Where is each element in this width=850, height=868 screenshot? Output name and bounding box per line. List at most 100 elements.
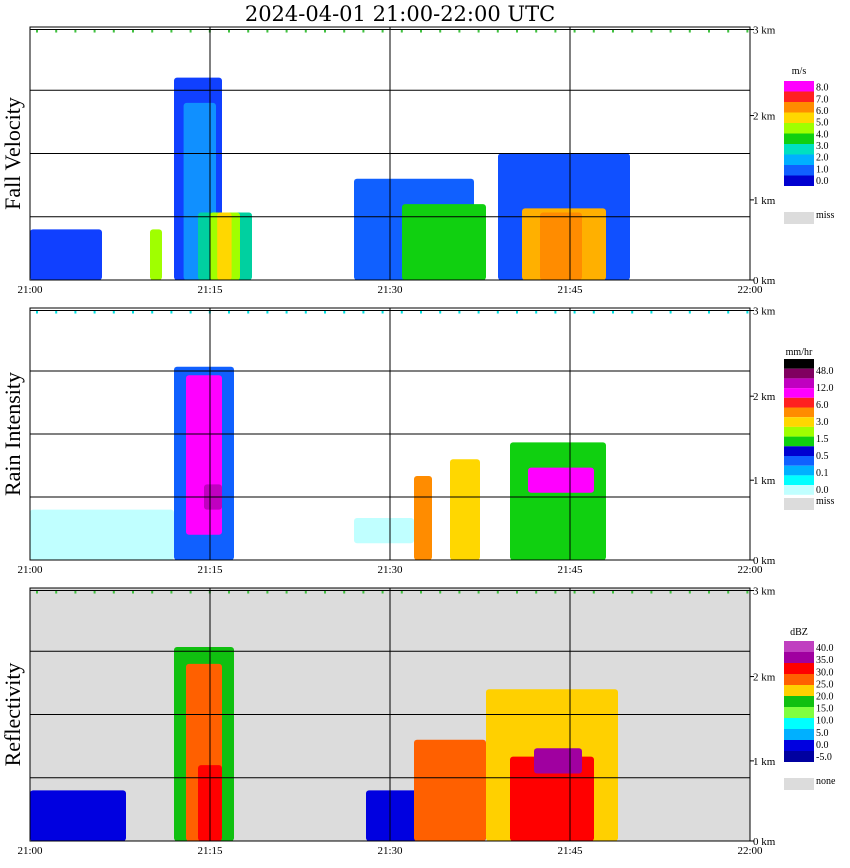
legend-label: 35.0 [816,655,834,666]
echo-region [30,790,126,841]
top-layer-mark [36,310,38,314]
legend-label: 0.0 [816,176,829,187]
top-layer-mark [36,590,38,594]
legend-swatch [784,359,814,369]
panel-fall-velocity: 21:00 21:15 21:30 21:45 22:000 km 1 km 2 km 3 k… [0,25,834,296]
top-layer-mark [535,310,538,314]
top-layer-mark [400,590,403,594]
top-layer-mark [343,29,346,33]
top-layer-mark [477,29,480,33]
top-layer-mark [304,590,307,594]
top-layer-mark [420,310,422,314]
top-layer-mark [496,29,499,33]
legend-label: 48.0 [816,366,834,377]
legend-label: 1.5 [816,434,829,445]
legend-missing-label: miss [816,496,834,507]
y-tick-label: 3 km [753,25,776,37]
color-legend: dBZ 40.035.030.025.0 20.015.010.05.00.0-5.… [784,627,836,790]
y-axis-label: Reflectivity [0,663,25,767]
top-layer-mark [304,29,307,33]
legend-unit: mm/hr [786,347,813,358]
top-layer-mark [669,29,672,33]
legend-swatch [784,446,814,456]
top-layer-mark [228,310,230,314]
echo-region [414,739,486,841]
top-layer-mark [573,29,576,33]
top-layer-mark [132,590,134,594]
top-layer-mark [592,29,595,33]
legend-swatch [784,133,814,144]
echo-region [450,459,480,560]
top-layer-mark [170,590,173,594]
x-tick-label: 21:45 [557,284,583,296]
legend-swatch [784,718,814,729]
top-layer-mark [746,29,749,33]
panel-reflectivity: 21:00 21:15 21:30 21:45 22:000 km 1 km 2 km 3 k… [0,586,836,857]
top-layer-mark [247,310,250,314]
top-layer-mark [247,29,250,33]
top-layer-mark [381,310,384,314]
top-layer-mark [535,29,538,33]
x-tick-label: 21:00 [17,284,43,296]
x-tick-label: 21:15 [197,284,223,296]
top-layer-mark [458,29,461,33]
top-layer-mark [554,590,557,594]
legend-label: 0.0 [816,740,829,751]
legend-swatch [784,475,814,486]
legend-swatch [784,652,814,663]
top-layer-mark [477,310,480,314]
top-layer-mark [189,29,192,33]
legend-label: 30.0 [816,667,834,678]
top-layer-mark [228,29,230,33]
top-layer-mark [285,590,288,594]
y-tick-label: 0 km [753,836,776,848]
top-layer-mark [170,29,173,33]
echo-region [30,509,174,560]
top-layer-mark [112,310,115,314]
top-layer-mark [477,590,480,594]
top-layer-mark [285,310,288,314]
top-layer-mark [170,310,173,314]
legend-label: 6.0 [816,400,829,411]
top-layer-mark [36,29,38,33]
legend-label: 1.0 [816,164,829,175]
top-layer-mark [650,29,653,33]
x-tick-label: 21:45 [557,845,583,857]
top-layer-mark [554,29,557,33]
x-tick-label: 21:45 [557,564,583,576]
echo-region [534,748,582,774]
top-layer-mark [535,590,538,594]
legend-swatch [784,123,814,134]
echo-region [217,212,232,280]
echo-region [402,204,486,280]
top-layer-mark [362,310,365,314]
y-tick-label: 0 km [753,275,776,287]
top-layer-mark [496,310,499,314]
y-tick-label: 1 km [753,756,776,768]
top-layer-mark [74,310,77,314]
legend-swatch [784,751,814,762]
top-layer-mark [688,310,691,314]
top-layer-mark [439,310,442,314]
legend-label: 40.0 [816,643,834,654]
legend-label: 7.0 [816,94,829,105]
top-layer-mark [228,590,230,594]
top-layer-mark [592,310,595,314]
top-layer-mark [362,590,365,594]
legend-swatch [784,112,814,123]
legend-label: 15.0 [816,704,834,715]
legend-label: 8.0 [816,83,829,94]
x-tick-label: 21:30 [377,284,403,296]
legend-unit: dBZ [790,627,808,638]
legend-label: 5.0 [816,118,829,129]
top-layer-mark [151,29,154,33]
legend-swatch [784,641,814,652]
legend-swatch [784,175,814,186]
legend-swatch [784,456,814,466]
legend-swatch [784,368,814,379]
legend-label: 25.0 [816,679,834,690]
legend-label: 20.0 [816,692,834,703]
top-layer-mark [93,310,96,314]
